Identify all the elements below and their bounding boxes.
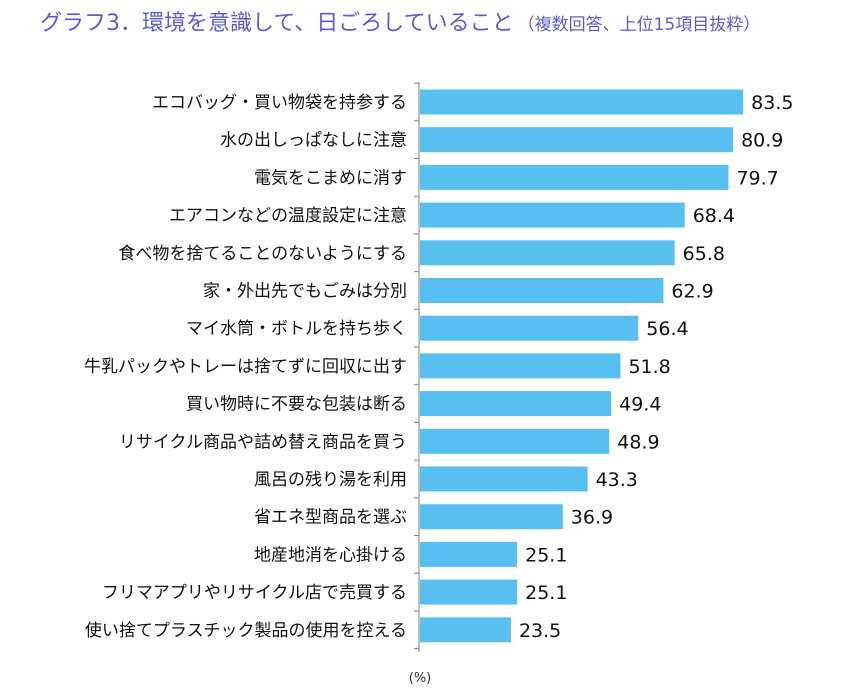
bar-8 xyxy=(420,353,621,379)
category-label: 風呂の残り湯を利用 xyxy=(254,470,407,490)
category-label: 省エネ型商品を選ぶ xyxy=(254,508,407,528)
category-label: エコバッグ・買い物袋を持参する xyxy=(152,93,407,113)
bar-9 xyxy=(420,391,612,417)
chart-title: グラフ3．環境を意識して、日ごろしていること （複数回答、上位15項目抜粋） xyxy=(40,11,760,36)
category-label: フリマアプリやリサイクル店で売買する xyxy=(102,583,407,603)
bar-1 xyxy=(420,89,744,115)
category-label: 水の出しっぱなしに注意 xyxy=(220,131,407,151)
value-label: 23.5 xyxy=(519,620,561,642)
bar-5 xyxy=(420,240,675,266)
chart-subtitle: （複数回答、上位15項目抜粋） xyxy=(518,15,761,35)
value-label: 43.3 xyxy=(596,469,638,491)
value-labels: 83.5 80.9 79.768.4 65.8 62.9 56.4 51.8 49.4 48.9… xyxy=(519,92,794,642)
bar-12 xyxy=(420,504,563,530)
category-label: 地産地消を心掛ける xyxy=(254,545,407,565)
bar-14 xyxy=(420,579,518,605)
category-label: 食べ物を捨てることのないようにする xyxy=(118,244,407,264)
category-label: マイ水筒・ボトルを持ち歩く xyxy=(186,319,407,339)
value-label: 79.7 xyxy=(736,167,778,189)
value-label: 68.4 xyxy=(693,205,735,227)
bar-3 xyxy=(420,164,729,190)
value-label: 25.1 xyxy=(525,544,567,566)
bar-2 xyxy=(420,127,734,153)
category-label: リサイクル商品や詰め替え商品を買う xyxy=(119,432,407,452)
category-label: 電気をこまめに消す xyxy=(254,168,407,188)
value-label: 56.4 xyxy=(646,318,688,340)
bar-11 xyxy=(420,466,588,492)
value-label: 62.9 xyxy=(671,281,713,303)
category-label: 家・外出先でもごみは分別 xyxy=(203,282,407,302)
value-label: 36.9 xyxy=(571,507,613,529)
value-label: 49.4 xyxy=(619,394,661,416)
value-label: 80.9 xyxy=(741,130,783,152)
bar-13 xyxy=(420,541,518,567)
bar-15 xyxy=(420,617,511,643)
category-label: 買い物時に不要な包装は断る xyxy=(186,395,407,415)
bar-7 xyxy=(420,315,639,341)
bar-10 xyxy=(420,428,610,454)
unit-label: (%) xyxy=(409,671,432,686)
category-label: エアコンなどの温度設定に注意 xyxy=(169,206,407,226)
category-labels: エコバッグ・買い物袋を持参する水の出しっぱなしに注意電気をこまめに消すエアコンな… xyxy=(84,93,407,641)
value-label: 65.8 xyxy=(683,243,725,265)
bar-4 xyxy=(420,202,685,228)
bars-layer xyxy=(414,82,744,650)
chart-title-main: グラフ3．環境を意識して、日ごろしていること xyxy=(40,11,514,36)
value-label: 25.1 xyxy=(525,582,567,604)
value-label: 83.5 xyxy=(751,92,793,114)
value-label: 48.9 xyxy=(617,431,659,453)
category-label: 使い捨てプラスチック製品の使用を控える xyxy=(85,620,407,641)
value-label: 51.8 xyxy=(628,356,670,378)
svg-text:グラフ3．環境を意識して、日ごろしていること（複数回答、上位: グラフ3．環境を意識して、日ごろしていること （複数回答、上位15項目抜粋） xyxy=(40,11,760,36)
bar-6 xyxy=(420,278,664,303)
category-label: 牛乳パックやトレーは捨てずに回収に出す xyxy=(84,357,407,377)
